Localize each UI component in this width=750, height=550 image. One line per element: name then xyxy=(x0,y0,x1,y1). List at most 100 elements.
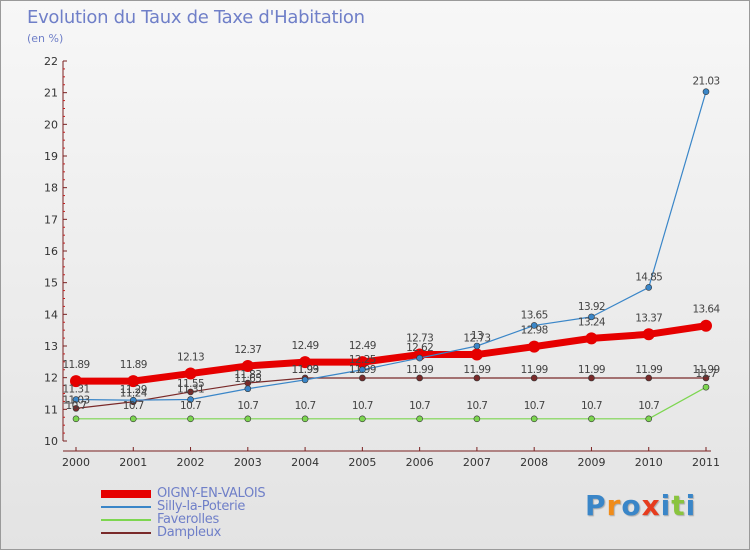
data-point-faverolles xyxy=(187,415,194,423)
data-point-faverolles xyxy=(702,383,710,391)
data-point-silly-la-poterie xyxy=(530,322,538,329)
y-tick-label: 17 xyxy=(44,213,58,226)
series-line-dampleux xyxy=(75,377,706,409)
legend-item: Silly-la-Poterie xyxy=(101,500,265,513)
data-label-dampleux: 11.99 xyxy=(578,364,605,376)
data-point-faverolles xyxy=(416,415,423,423)
data-point-faverolles xyxy=(645,415,653,423)
data-point-faverolles xyxy=(244,415,252,423)
data-label-oigny-en-valois: 11.89 xyxy=(120,359,147,371)
x-tick-label: 2001 xyxy=(119,456,147,469)
data-point-silly-la-poterie xyxy=(129,396,137,404)
x-tick-label: 2006 xyxy=(406,456,434,469)
y-tick-label: 16 xyxy=(44,245,58,258)
logo-letter: r xyxy=(606,489,622,522)
y-tick-label: 20 xyxy=(44,118,58,131)
data-label-faverolles: 10.7 xyxy=(237,400,258,412)
x-tick-label: 2000 xyxy=(62,456,90,469)
data-point-oigny-en-valois xyxy=(299,356,312,369)
logo-letter: i xyxy=(685,489,697,522)
data-label-dampleux: 11.03 xyxy=(62,394,89,406)
data-label-oigny-en-valois: 12.49 xyxy=(292,340,319,352)
legend-label: Silly-la-Poterie xyxy=(157,499,246,514)
data-label-silly-la-poterie: 12.62 xyxy=(406,342,433,354)
data-label-silly-la-poterie: 11.31 xyxy=(177,384,204,396)
legend-swatch xyxy=(101,518,151,521)
legend-item: Faverolles xyxy=(101,513,265,526)
data-point-dampleux xyxy=(702,374,710,382)
data-point-silly-la-poterie xyxy=(588,313,595,321)
data-point-faverolles xyxy=(72,415,80,423)
data-point-oigny-en-valois xyxy=(700,319,712,332)
data-label-silly-la-poterie: 11.65 xyxy=(234,373,261,385)
data-label-oigny-en-valois: 13.24 xyxy=(578,316,606,328)
y-tick-label: 18 xyxy=(44,182,58,195)
data-label-dampleux: 11.99 xyxy=(406,364,433,376)
data-point-dampleux xyxy=(473,374,481,382)
y-tick-label: 15 xyxy=(44,277,58,290)
data-label-silly-la-poterie: 14.85 xyxy=(635,271,662,283)
data-point-oigny-en-valois xyxy=(356,356,369,369)
logo-letter: x xyxy=(641,489,661,522)
x-tick-label: 2011 xyxy=(692,456,720,469)
data-label-silly-la-poterie: 11.31 xyxy=(62,384,89,396)
data-label-faverolles: 10.7 xyxy=(409,400,430,412)
data-label-dampleux: 11.99 xyxy=(521,364,548,376)
data-point-oigny-en-valois xyxy=(642,328,655,341)
data-point-oigny-en-valois xyxy=(585,332,598,345)
proxiti-logo: Proxiti xyxy=(585,489,696,522)
data-label-oigny-en-valois: 11.89 xyxy=(62,359,89,371)
legend-label: OIGNY-EN-VALOIS xyxy=(157,486,266,501)
data-label-dampleux: 11.55 xyxy=(177,378,204,390)
data-point-silly-la-poterie xyxy=(301,376,309,384)
data-label-dampleux: 11.99 xyxy=(349,364,376,376)
x-tick-label: 2002 xyxy=(177,456,205,469)
data-point-oigny-en-valois xyxy=(470,348,483,361)
data-label-oigny-en-valois: 12.98 xyxy=(521,325,548,337)
data-point-faverolles xyxy=(301,415,309,423)
data-point-dampleux xyxy=(416,374,423,382)
data-label-faverolles: 10.7 xyxy=(524,400,545,412)
data-point-silly-la-poterie xyxy=(416,354,423,362)
y-tick-label: 22 xyxy=(44,55,58,68)
data-point-silly-la-poterie xyxy=(359,366,366,374)
x-tick-label: 2009 xyxy=(577,456,605,469)
y-tick-label: 19 xyxy=(44,150,58,163)
data-label-dampleux: 11.83 xyxy=(234,369,261,381)
series-line-oigny-en-valois xyxy=(76,322,707,385)
logo-letter: i xyxy=(660,489,672,522)
y-tick-label: 12 xyxy=(44,372,58,385)
data-point-oigny-en-valois xyxy=(241,359,254,372)
data-point-dampleux xyxy=(72,405,80,412)
x-tick-label: 2003 xyxy=(234,456,262,469)
data-label-faverolles: 10.7 xyxy=(466,400,487,412)
logo-letter: P xyxy=(585,489,607,522)
data-label-silly-la-poterie: 13.65 xyxy=(521,309,548,321)
data-point-silly-la-poterie xyxy=(645,284,653,291)
legend-swatch xyxy=(101,531,151,534)
x-tick-label: 2007 xyxy=(463,456,491,469)
data-label-faverolles: 10.7 xyxy=(638,400,659,412)
data-point-dampleux xyxy=(588,374,595,382)
data-point-silly-la-poterie xyxy=(187,396,194,403)
chart-subtitle: (en %) xyxy=(27,32,64,45)
data-label-faverolles: 11.7 xyxy=(696,368,717,380)
data-point-faverolles xyxy=(473,415,481,423)
data-point-oigny-en-valois xyxy=(528,340,541,353)
data-label-silly-la-poterie: 11.29 xyxy=(120,384,147,396)
y-tick-label: 21 xyxy=(44,87,58,100)
x-tick-label: 2010 xyxy=(635,456,663,469)
series-line-faverolles xyxy=(76,386,707,420)
data-label-oigny-en-valois: 12.49 xyxy=(349,340,376,352)
data-label-dampleux: 11.99 xyxy=(635,364,662,376)
logo-letter: o xyxy=(621,489,642,522)
x-tick-label: 2004 xyxy=(291,456,319,469)
data-point-dampleux xyxy=(187,388,194,396)
y-tick-label: 14 xyxy=(44,308,58,321)
data-point-oigny-en-valois xyxy=(70,375,82,388)
legend-item: Dampleux xyxy=(101,526,265,539)
data-label-silly-la-poterie: 11.93 xyxy=(292,364,319,376)
data-label-dampleux: 11.99 xyxy=(463,364,490,376)
data-point-faverolles xyxy=(588,415,595,423)
data-label-faverolles: 10.7 xyxy=(352,400,373,412)
